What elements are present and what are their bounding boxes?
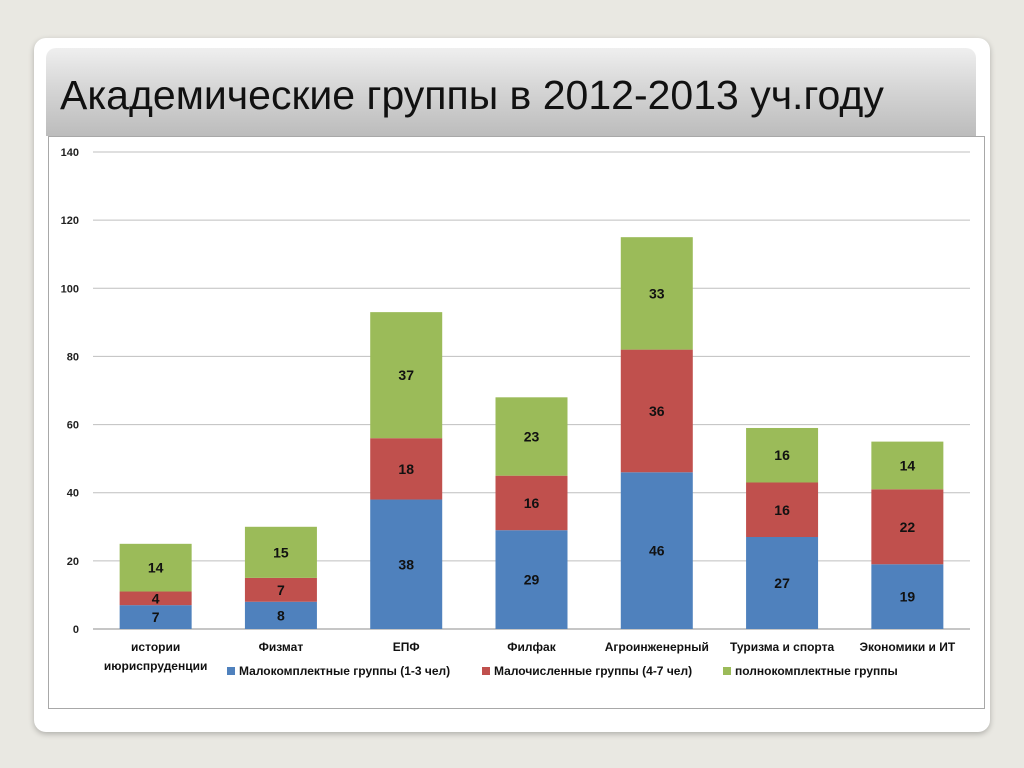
bar-segment (495, 475, 568, 531)
y-tick-label: 20 (67, 556, 79, 568)
x-tick-label: июриспруденции (104, 659, 207, 673)
data-label: 14 (900, 457, 916, 473)
data-label: 27 (774, 575, 790, 591)
bar-segment (746, 537, 819, 629)
data-label: 16 (524, 495, 540, 511)
x-tick-label: Агроинженерный (605, 640, 709, 654)
legend-label: полнокомплектные группы (735, 664, 898, 678)
chart-area: 0 20 40 60 80 100 120 140 7 4 14 истории июриспруден… (48, 136, 985, 709)
bar-segment (244, 526, 317, 578)
y-tick-label: 40 (67, 488, 79, 500)
stacked-bar-chart: 0 20 40 60 80 100 120 140 7 4 14 истории июриспруден… (61, 147, 970, 678)
bar-segment (620, 237, 693, 350)
data-label: 19 (900, 589, 916, 605)
bar-segment (119, 591, 192, 606)
y-tick-label: 60 (67, 420, 79, 432)
bar-segment (244, 577, 317, 602)
bar-segment (370, 312, 443, 439)
data-label: 33 (649, 285, 665, 301)
legend-swatch (227, 667, 235, 675)
data-label: 38 (398, 556, 414, 572)
bar-segment (370, 499, 443, 629)
data-label: 22 (900, 519, 916, 535)
data-label: 16 (774, 447, 790, 463)
bar-segment (746, 482, 819, 538)
data-label: 7 (277, 582, 285, 598)
x-tick-label: Филфак (507, 640, 556, 654)
data-label: 4 (152, 590, 160, 606)
legend-label: Малочисленные группы (4-7 чел) (494, 664, 692, 678)
bar-segment (746, 427, 819, 483)
bar-segment (620, 349, 693, 473)
data-label: 36 (649, 403, 665, 419)
bar-segment (871, 564, 944, 629)
bar-segment (119, 605, 192, 629)
bar-segment (495, 530, 568, 629)
bar-segment (495, 397, 568, 476)
data-label: 29 (524, 572, 540, 588)
page-title: Академические группы в 2012-2013 уч.году (60, 72, 884, 118)
y-tick-label: 80 (67, 351, 79, 363)
y-tick-label: 0 (73, 624, 79, 636)
data-label: 23 (524, 428, 540, 444)
bar-segment (871, 441, 944, 490)
data-label: 7 (152, 609, 160, 625)
x-tick-label: Туризма и спорта (730, 640, 835, 654)
legend-label: Малокомплектные группы (1-3 чел) (239, 664, 450, 678)
bar-segment (244, 601, 317, 629)
title-bar (46, 48, 976, 136)
x-tick-label: Экономики и ИТ (859, 640, 955, 654)
data-label: 8 (277, 607, 285, 623)
x-tick-label: Физмат (259, 640, 304, 654)
data-label: 14 (148, 560, 164, 576)
y-tick-label: 120 (61, 215, 79, 227)
x-tick-label: ЕПФ (393, 640, 420, 654)
bar-segment (871, 489, 944, 565)
bar-segment (370, 438, 443, 500)
legend-swatch (482, 667, 490, 675)
data-label: 18 (398, 461, 414, 477)
legend-swatch (723, 667, 731, 675)
data-label: 15 (273, 544, 289, 560)
x-tick-label: истории (131, 640, 180, 654)
data-label: 16 (774, 502, 790, 518)
bar-segment (119, 543, 192, 592)
bar-segment (620, 472, 693, 629)
data-label: 37 (398, 367, 414, 383)
y-tick-label: 100 (61, 283, 79, 295)
data-label: 46 (649, 543, 665, 559)
y-tick-label: 140 (61, 147, 79, 159)
